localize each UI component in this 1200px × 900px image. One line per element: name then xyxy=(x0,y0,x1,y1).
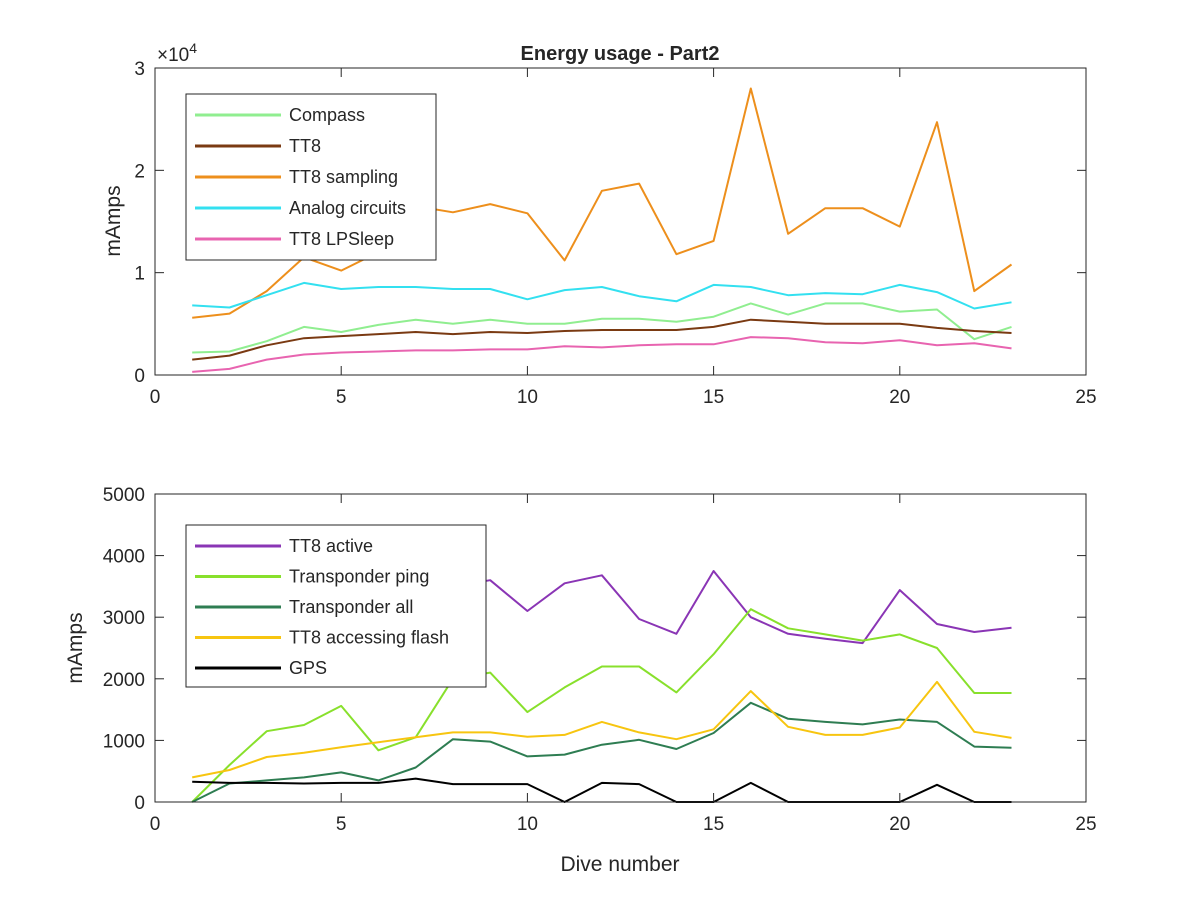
bottom-legend-label-2: Transponder all xyxy=(289,597,413,617)
bottom-y-tick-label-3: 3000 xyxy=(103,608,145,629)
top-x-tick-label-1: 5 xyxy=(336,387,347,408)
top-legend-label-2: TT8 sampling xyxy=(289,167,398,187)
bottom-x-tick-label-2: 10 xyxy=(517,814,538,835)
bottom-x-tick-label-0: 0 xyxy=(150,814,161,835)
top-y-exponent-label: ×104 xyxy=(157,40,197,66)
top-x-tick-label-4: 20 xyxy=(889,387,910,408)
top-y-tick-label-3: 3 xyxy=(134,59,145,80)
top-y-tick-label-0: 0 xyxy=(134,366,145,387)
bottom-x-axis-label: Dive number xyxy=(560,853,679,876)
bottom-y-tick-label-0: 0 xyxy=(134,793,145,814)
top-x-tick-label-2: 10 xyxy=(517,387,538,408)
top-plot-frame xyxy=(154,67,1087,376)
bottom-y-tick-label-5: 5000 xyxy=(103,485,145,506)
top-legend-label-1: TT8 xyxy=(289,136,321,156)
top-legend: Compass TT8 TT8 sampling Analog circuits TT8… xyxy=(185,93,437,261)
top-legend-label-3: Analog circuits xyxy=(289,198,406,218)
top-series-line-1 xyxy=(192,318,1012,361)
bottom-y-axis-label: mAmps xyxy=(64,612,87,683)
bottom-series-line-2 xyxy=(191,701,1012,803)
top-y-axis-label: mAmps xyxy=(102,185,125,256)
bottom-y-tick-label-2: 2000 xyxy=(103,670,145,691)
bottom-x-tick-label-5: 25 xyxy=(1075,814,1096,835)
bottom-y-tick-label-4: 4000 xyxy=(103,547,145,568)
top-legend-label-4: TT8 LPSleep xyxy=(289,229,394,249)
top-x-tick-label-3: 15 xyxy=(703,387,724,408)
top-chart-title: Energy usage - Part2 xyxy=(521,43,720,65)
bottom-plot-frame xyxy=(154,493,1087,803)
bottom-x-tick-label-3: 15 xyxy=(703,814,724,835)
top-axes: 0 5 10 15 20 25 0 1 2 3 Energy usage - Part2 mAmp… xyxy=(102,40,1097,408)
bottom-legend-label-3: TT8 accessing flash xyxy=(289,628,449,648)
top-y-tick-label-1: 1 xyxy=(134,264,145,285)
top-y-tick-label-2: 2 xyxy=(134,161,145,182)
bottom-y-tick-label-1: 1000 xyxy=(103,731,145,752)
bottom-legend-label-0: TT8 active xyxy=(289,536,373,556)
bottom-x-tick-label-4: 20 xyxy=(889,814,910,835)
top-series-layer xyxy=(192,87,1013,373)
top-legend-label-0: Compass xyxy=(289,105,365,125)
bottom-legend-label-1: Transponder ping xyxy=(289,567,429,587)
bottom-x-tick-label-1: 5 xyxy=(336,814,347,835)
bottom-series-line-1 xyxy=(191,608,1012,803)
top-x-tick-label-5: 25 xyxy=(1075,387,1096,408)
bottom-legend-label-4: GPS xyxy=(289,658,327,678)
bottom-legend: TT8 active Transponder ping Transponder al… xyxy=(185,524,487,688)
top-series-line-4 xyxy=(192,336,1012,373)
bottom-axes: 0 5 10 15 20 25 0 1000 2000 3000 4000 5000 Dive num… xyxy=(64,485,1097,876)
top-series-line-2 xyxy=(192,87,1013,319)
bottom-series-line-3 xyxy=(192,680,1012,779)
top-x-tick-label-0: 0 xyxy=(150,387,161,408)
top-ticks-layer: 0 5 10 15 20 25 0 1 2 3 xyxy=(134,59,1096,408)
top-series-line-3 xyxy=(192,281,1012,310)
top-series-line-0 xyxy=(192,302,1012,354)
bottom-ticks-layer: 0 5 10 15 20 25 0 1000 2000 3000 4000 5000 xyxy=(103,485,1097,835)
